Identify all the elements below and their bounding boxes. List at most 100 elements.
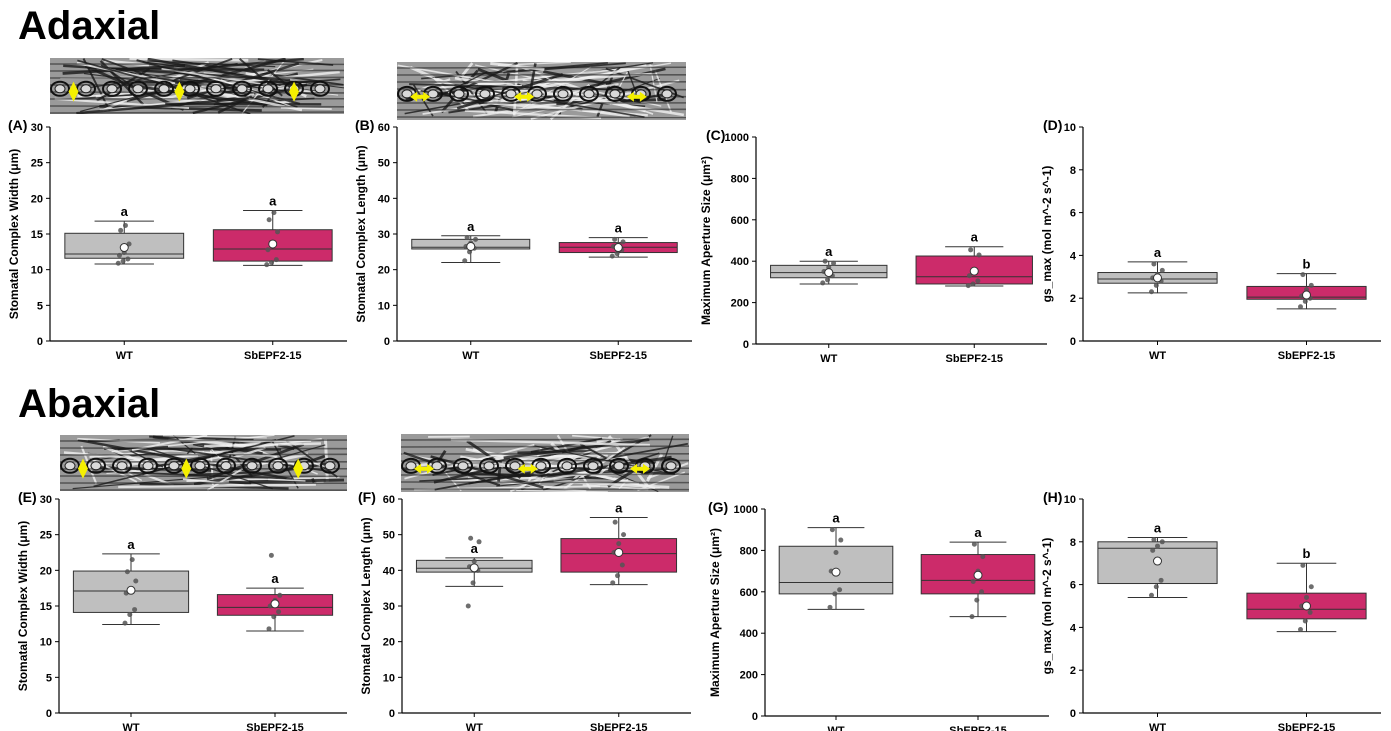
y-tick-label: 0 [389, 708, 395, 720]
significance-letter: a [127, 537, 135, 552]
panel-label: (F) [358, 489, 376, 505]
significance-letter: a [825, 244, 833, 259]
y-tick-label: 600 [731, 215, 749, 227]
data-point [968, 247, 974, 253]
significance-letter: a [471, 541, 479, 556]
data-point [271, 614, 277, 620]
x-tick-label: SbEPF2-15 [949, 725, 1006, 731]
y-tick-label: 20 [31, 193, 43, 205]
significance-letter: b [1303, 546, 1311, 561]
stomata-length-marker [632, 94, 641, 99]
box-sbepf2-15: b [1246, 546, 1367, 633]
box-wt: a [415, 535, 533, 609]
y-tick-label: 10 [1064, 122, 1076, 134]
chart-panel-g: (G) 0 200 400 600 800 1000 Maximum Aperture Siz… [708, 499, 1049, 731]
x-tick-label: WT [462, 350, 479, 362]
x-tick-label: SbEPF2-15 [1278, 350, 1335, 362]
data-point [470, 580, 476, 586]
data-point [615, 573, 621, 579]
x-tick-label: SbEPF2-15 [590, 722, 647, 731]
data-point [1153, 282, 1159, 288]
data-point [619, 562, 625, 568]
significance-letter: b [1303, 257, 1311, 272]
data-point [1300, 272, 1306, 278]
y-tick-label: 20 [40, 565, 52, 577]
abaxial-title: Abaxial [18, 382, 161, 426]
data-point [837, 587, 843, 593]
data-point [266, 626, 272, 632]
y-axis-label: gs_max (mol m^-2 s^-1) [1040, 538, 1054, 675]
mean-marker [1153, 556, 1162, 566]
y-tick-label: 8 [1070, 165, 1076, 177]
y-tick-label: 5 [46, 672, 52, 684]
data-point [829, 527, 835, 533]
mean-marker [824, 268, 834, 278]
y-tick-label: 0 [752, 711, 758, 723]
y-tick-label: 0 [46, 708, 52, 720]
x-tick-label: WT [820, 353, 837, 365]
y-tick-label: 0 [1070, 336, 1076, 348]
data-point [609, 253, 615, 259]
data-point [1150, 547, 1156, 553]
data-point [980, 554, 986, 560]
mean-marker [1302, 601, 1311, 611]
significance-letter: a [1154, 521, 1162, 536]
micrograph-adaxial-width [50, 58, 344, 114]
y-axis-label: Stomatal Complex Length (μm) [354, 145, 368, 322]
box-wt: a [778, 511, 894, 610]
significance-letter: a [971, 230, 979, 245]
panel-label: (H) [1043, 489, 1062, 505]
y-tick-label: 50 [383, 530, 395, 542]
box-wt: a [770, 244, 888, 286]
y-tick-label: 800 [731, 173, 749, 185]
data-point [133, 578, 139, 584]
panel-label: (E) [18, 489, 37, 505]
stomata-width-marker [181, 458, 192, 479]
x-tick-label: WT [116, 350, 133, 362]
data-point [820, 280, 826, 286]
data-point [965, 283, 971, 289]
data-point [1159, 267, 1165, 273]
data-point [122, 620, 128, 626]
x-tick-label: WT [122, 722, 139, 731]
panel-label: (C) [706, 127, 725, 143]
data-point [124, 569, 130, 575]
box-sbepf2-15: a [915, 230, 1033, 289]
y-tick-label: 25 [40, 530, 52, 542]
y-tick-label: 40 [383, 565, 395, 577]
micrograph-abaxial-length [401, 434, 689, 492]
data-point [974, 597, 980, 603]
mean-marker [1302, 290, 1311, 300]
y-tick-label: 0 [37, 336, 43, 348]
data-point [975, 278, 981, 284]
data-point [1155, 543, 1160, 549]
mean-marker [466, 241, 476, 251]
data-point [1298, 304, 1303, 310]
data-point [1153, 584, 1159, 590]
y-tick-label: 30 [383, 601, 395, 613]
data-point [462, 258, 468, 264]
data-point [129, 557, 135, 563]
data-point [970, 281, 976, 287]
data-point [476, 539, 482, 545]
box-wt: a [1097, 521, 1218, 598]
micrograph-abaxial-width [60, 435, 347, 491]
y-tick-label: 30 [31, 122, 43, 134]
mean-marker [126, 585, 136, 595]
significance-letter: a [271, 571, 279, 586]
mean-marker [831, 567, 841, 577]
data-point [976, 252, 982, 258]
significance-letter: a [974, 525, 982, 540]
y-tick-label: 200 [740, 670, 758, 682]
data-point [1302, 298, 1308, 304]
y-tick-label: 800 [740, 545, 758, 557]
y-tick-label: 20 [378, 265, 390, 277]
data-point [831, 260, 837, 266]
box-sbepf2-15: a [920, 525, 1036, 620]
box-sbepf2-15: b [1246, 257, 1367, 310]
chart-panel-h: (H) 0 2 4 6 8 10 gs_max (mol m^-2 s^-1) WT SbEPF2… [1040, 489, 1381, 731]
stomata-width-marker [174, 81, 185, 102]
y-tick-label: 10 [1064, 494, 1076, 506]
mean-marker [973, 570, 983, 580]
